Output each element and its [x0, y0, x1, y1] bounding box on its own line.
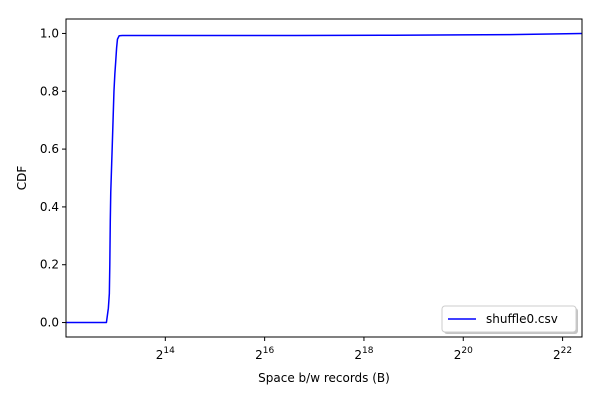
- x-tick-label: 218: [354, 346, 373, 362]
- x-tick-label: 214: [156, 346, 175, 362]
- legend-box: [441, 305, 577, 333]
- x-tick-exponent: 20: [461, 346, 473, 356]
- y-tick-label: 0.2: [40, 258, 59, 272]
- legend-label: shuffle0.csv: [486, 312, 558, 326]
- x-tick-base: 2: [156, 348, 164, 362]
- x-tick-exponent: 16: [263, 346, 275, 356]
- x-tick-label: 216: [255, 346, 274, 362]
- x-axis-title: Space b/w records (B): [258, 371, 390, 385]
- x-tick-base: 2: [354, 348, 362, 362]
- plot-content: [66, 32, 583, 324]
- y-tick-label: 1.0: [40, 26, 59, 40]
- series-line-0: [66, 32, 583, 324]
- y-tick-label: 0.4: [40, 200, 59, 214]
- x-tick-exponent: 14: [163, 346, 175, 356]
- y-axis-ticks: 0.0 0.2 0.4 0.6 0.8 1.0: [40, 26, 66, 330]
- axes-frame: [65, 18, 583, 338]
- y-tick-label: 0.0: [40, 316, 59, 330]
- x-axis-ticks: 214 216 218 220 222: [156, 337, 572, 362]
- x-tick-base: 2: [454, 348, 462, 362]
- x-tick-label: 222: [553, 346, 572, 362]
- x-tick-base: 2: [255, 348, 263, 362]
- y-tick-label: 0.6: [40, 142, 59, 156]
- x-tick-base: 2: [553, 348, 561, 362]
- y-axis-title: CDF: [15, 166, 29, 191]
- x-tick-exponent: 22: [561, 346, 572, 356]
- x-tick-exponent: 18: [362, 346, 374, 356]
- y-tick-label: 0.8: [40, 84, 59, 98]
- legend: shuffle0.csv: [441, 305, 578, 334]
- x-tick-label: 220: [454, 346, 473, 362]
